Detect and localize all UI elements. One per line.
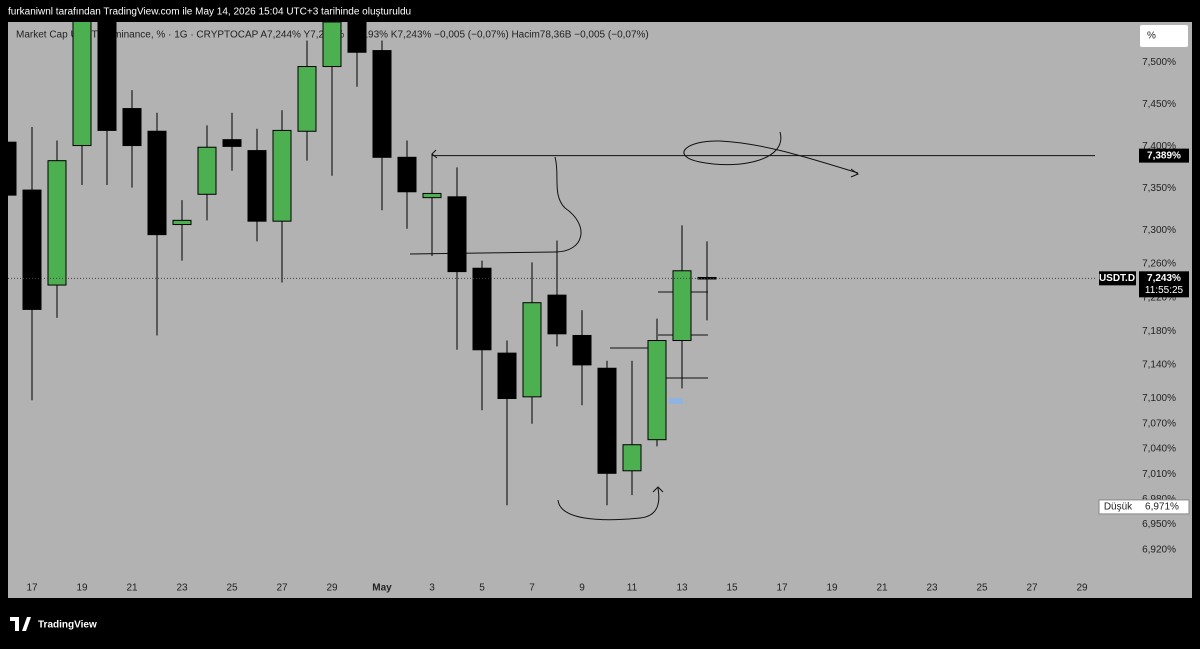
symbol-label: USDT.D	[1099, 273, 1135, 284]
plot	[8, 22, 1095, 521]
y-tick-label: 7,220%	[1142, 292, 1176, 303]
candle-body	[572, 334, 592, 366]
drawing-mark	[669, 398, 683, 404]
candle-body	[547, 294, 567, 335]
candle-body	[422, 192, 442, 199]
candle-body	[8, 141, 17, 196]
last-price-label: 7,243%	[1147, 273, 1181, 284]
scale-button[interactable]	[1140, 25, 1188, 47]
candle-body	[47, 160, 67, 286]
candle-body	[347, 22, 367, 53]
candle-body	[247, 150, 267, 222]
x-tick-label: 27	[276, 583, 288, 594]
y-tick-label: 7,010%	[1142, 469, 1176, 480]
candle-body	[72, 22, 92, 147]
candle-body	[472, 267, 492, 351]
symbol-box	[1099, 271, 1136, 286]
y-tick-label: 7,450%	[1142, 99, 1176, 110]
candle-body	[272, 129, 292, 222]
y-tick-label: 6,920%	[1142, 544, 1176, 555]
x-tick-label: 29	[326, 583, 338, 594]
countdown: 11:55:25	[1145, 285, 1184, 296]
candle-body	[372, 50, 392, 158]
drawing-smile	[557, 487, 660, 521]
y-tick-label: 7,070%	[1142, 418, 1176, 429]
y-tick-label: 7,400%	[1142, 141, 1176, 152]
candle-body	[622, 444, 642, 472]
x-tick-label: 11	[627, 583, 638, 594]
drawing-arrowhead	[431, 149, 438, 159]
candle-body	[322, 22, 342, 68]
x-tick-label: 17	[776, 583, 788, 594]
x-tick-label: May	[372, 583, 392, 594]
candle-body	[672, 270, 692, 342]
candle-body	[497, 352, 517, 400]
y-tick-label: 6,950%	[1142, 519, 1176, 530]
drawing-curve	[409, 156, 582, 255]
y-tick-label: 7,180%	[1142, 326, 1176, 337]
x-tick-label: 29	[1076, 583, 1088, 594]
x-tick-label: 25	[226, 583, 238, 594]
candle-body	[522, 302, 542, 398]
x-tick-label: 3	[429, 583, 435, 594]
x-tick-label: 23	[176, 583, 188, 594]
candle-body	[122, 108, 142, 147]
x-tick-label: 9	[579, 583, 585, 594]
candle-body	[147, 130, 167, 236]
y-tick-label: 7,260%	[1142, 259, 1176, 270]
hline-label: 7,389%	[1147, 150, 1181, 161]
candle-body	[447, 196, 467, 273]
x-tick-label: 25	[976, 583, 988, 594]
y-tick-label: 7,140%	[1142, 360, 1176, 371]
candle-body	[597, 367, 617, 474]
candle-body	[297, 66, 317, 132]
x-tick-label: 23	[926, 583, 938, 594]
drawing-arrowhead	[652, 486, 664, 493]
x-tick-label: 7	[529, 583, 535, 594]
low-marker-box	[1098, 499, 1190, 515]
candle-body	[222, 139, 242, 147]
scale-button-label[interactable]: %	[1147, 31, 1156, 42]
x-tick-label: 13	[676, 583, 688, 594]
x-tick-label: 19	[76, 583, 88, 594]
y-tick-label: 7,350%	[1142, 183, 1176, 194]
x-tick-label: 27	[1026, 583, 1038, 594]
drawing-loop	[683, 131, 859, 174]
chart-panel	[8, 22, 1192, 598]
brand: TradingView	[38, 620, 97, 631]
candle-body	[22, 189, 42, 310]
hline-label-box	[1139, 148, 1189, 163]
x-tick-label: 19	[826, 583, 838, 594]
candle-body	[647, 340, 667, 441]
drawing-arrowhead	[850, 168, 860, 178]
x-tick-label: 5	[479, 583, 485, 594]
brand-logo	[10, 617, 31, 631]
low-marker-name: Düşük	[1104, 502, 1133, 513]
y-tick-label: 7,040%	[1142, 444, 1176, 455]
candle-body	[97, 22, 117, 131]
x-tick-label: 17	[26, 583, 38, 594]
candle-body	[172, 219, 192, 226]
last-price-box	[1139, 271, 1189, 298]
y-tick-label: 7,300%	[1142, 225, 1176, 236]
candle-body	[397, 156, 417, 193]
header: furkaniwnl tarafından TradingView.com il…	[8, 7, 411, 18]
x-tick-label: 15	[726, 583, 738, 594]
y-tick-label: 7,500%	[1142, 57, 1176, 68]
x-tick-label: 21	[126, 583, 138, 594]
candle-body	[197, 146, 217, 195]
low-marker-label: 6,971%	[1145, 502, 1179, 513]
y-tick-label: 7,100%	[1142, 393, 1176, 404]
x-tick-label: 21	[876, 583, 888, 594]
